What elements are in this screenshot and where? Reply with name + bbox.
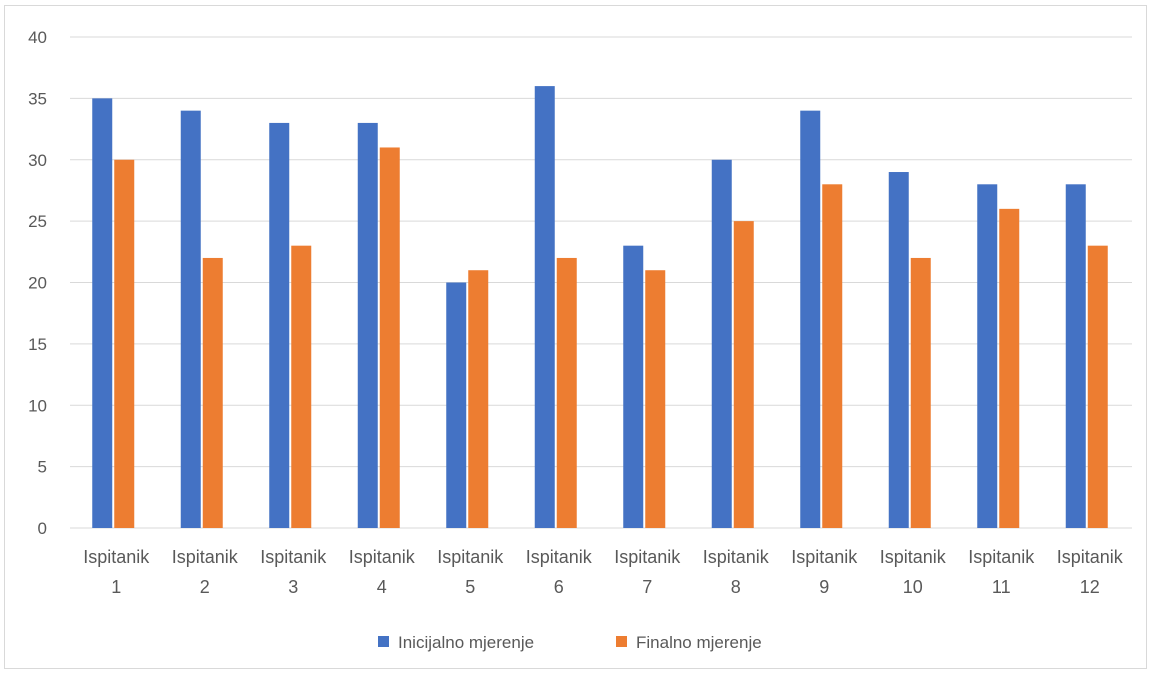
bar-series1-6 (534, 86, 555, 528)
bar-series2-3 (291, 245, 312, 529)
y-tick-label: 35 (28, 89, 47, 108)
x-category-label: Ispitanik 12 (1057, 547, 1124, 597)
x-category-label: Ispitanik 2 (172, 547, 239, 597)
bar-series2-6 (556, 257, 577, 528)
bar-series1-7 (623, 245, 644, 529)
x-category-label-line: Ispitanik (1057, 547, 1124, 567)
x-category-label-line: Ispitanik (437, 547, 504, 567)
x-category-label-line: Ispitanik (880, 547, 947, 567)
gridlines (70, 36, 1132, 529)
y-tick-label: 25 (28, 212, 47, 231)
x-category-label: Ispitanik 4 (349, 547, 416, 597)
x-category-label-line: Ispitanik (968, 547, 1035, 567)
bar-series2-9 (822, 184, 843, 529)
bar-series1-12 (1065, 184, 1086, 529)
bar-series1-8 (711, 159, 732, 528)
x-category-label-line: 2 (200, 577, 210, 597)
bar-series1-3 (269, 122, 290, 529)
x-category-label: Ispitanik 7 (614, 547, 681, 597)
x-category-label-line: Ispitanik (260, 547, 327, 567)
bar-series2-8 (733, 221, 754, 528)
x-category-label-line: Ispitanik (526, 547, 593, 567)
x-category-label-line: 6 (554, 577, 564, 597)
bar-series2-10 (910, 257, 931, 528)
x-category-label: Ispitanik 8 (703, 547, 770, 597)
bar-series2-5 (468, 270, 489, 528)
bar-series2-7 (645, 270, 666, 528)
bar-series1-2 (180, 110, 201, 529)
x-category-label-line: Ispitanik (703, 547, 770, 567)
x-category-label-line: 3 (288, 577, 298, 597)
x-category-label-line: Ispitanik (791, 547, 858, 567)
x-category-label-line: 12 (1080, 577, 1100, 597)
x-category-label: Ispitanik 1 (83, 547, 150, 597)
x-category-label: Ispitanik 5 (437, 547, 504, 597)
y-axis-tick-labels: 0 5 10 15 20 25 30 35 40 (28, 28, 47, 538)
y-tick-label: 40 (28, 28, 47, 47)
y-tick-label: 20 (28, 274, 47, 293)
legend-swatch (378, 636, 389, 647)
y-tick-label: 15 (28, 335, 47, 354)
legend-swatch (616, 636, 627, 647)
x-category-label-line: 11 (992, 577, 1011, 597)
legend-label: Inicijalno mjerenje (398, 633, 534, 652)
x-category-label-line: 7 (642, 577, 652, 597)
x-category-label-line: 4 (377, 577, 387, 597)
bar-series2-2 (202, 257, 223, 528)
x-category-label: Ispitanik 10 (880, 547, 947, 597)
legend-label: Finalno mjerenje (636, 633, 762, 652)
x-category-label-line: Ispitanik (349, 547, 416, 567)
x-axis-category-labels: Ispitanik 1 Ispitanik 2 Ispitanik 3 Ispitanik 4… (83, 547, 1124, 597)
bar-series2-12 (1087, 245, 1108, 529)
bars (92, 86, 1108, 529)
x-category-label-line: 5 (465, 577, 475, 597)
x-category-label-line: Ispitanik (172, 547, 239, 567)
y-tick-label: 0 (38, 519, 47, 538)
legend: Inicijalno mjerenje Finalno mjerenje (378, 633, 762, 652)
x-category-label-line: 1 (111, 577, 121, 597)
bar-series1-10 (888, 172, 909, 528)
x-category-label: Ispitanik 11 (968, 547, 1035, 597)
x-category-label-line: Ispitanik (83, 547, 150, 567)
x-category-label: Ispitanik 6 (526, 547, 593, 597)
x-category-label: Ispitanik 3 (260, 547, 327, 597)
bar-series1-5 (446, 282, 467, 528)
bar-series2-1 (114, 159, 135, 528)
bar-series1-9 (800, 110, 821, 529)
bar-series1-1 (92, 98, 113, 528)
bar-series1-11 (977, 184, 998, 529)
y-tick-label: 30 (28, 151, 47, 170)
y-tick-label: 10 (28, 396, 47, 415)
x-category-label-line: 9 (819, 577, 829, 597)
x-category-label: Ispitanik 9 (791, 547, 858, 597)
bar-series2-4 (379, 147, 400, 528)
x-category-label-line: 8 (731, 577, 741, 597)
bar-series1-4 (357, 122, 378, 529)
y-tick-label: 5 (38, 458, 47, 477)
x-category-label-line: Ispitanik (614, 547, 681, 567)
bar-series2-11 (999, 208, 1020, 528)
x-category-label-line: 10 (903, 577, 923, 597)
